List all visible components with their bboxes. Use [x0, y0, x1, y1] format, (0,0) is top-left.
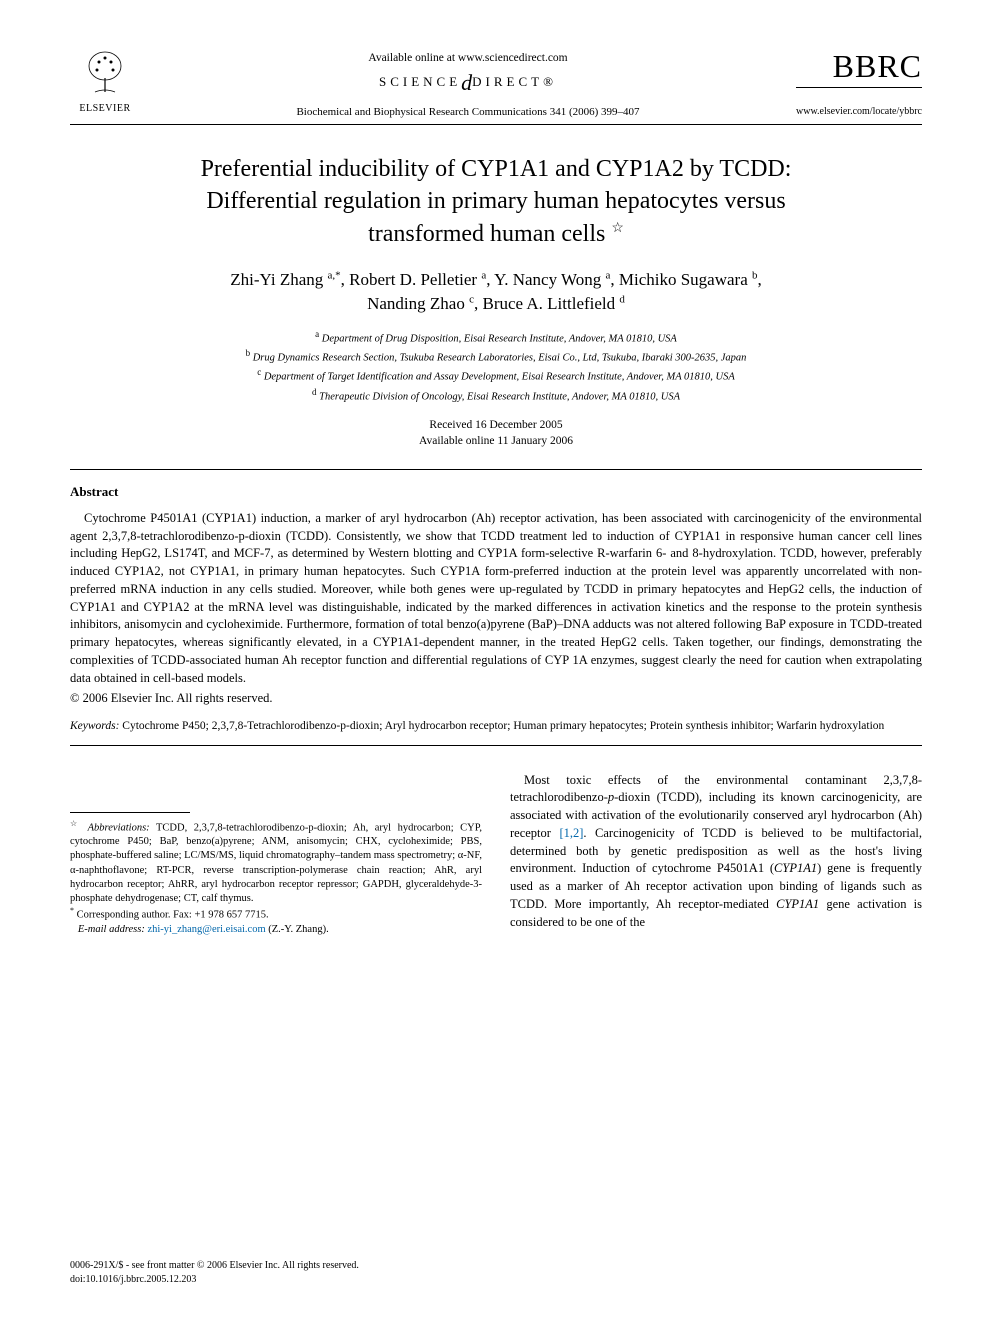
publisher-logo: ELSEVIER [70, 48, 140, 114]
affiliation: b Drug Dynamics Research Section, Tsukub… [70, 347, 922, 366]
email-link[interactable]: zhi-yi_zhang@eri.eisai.com [147, 924, 265, 935]
science-direct-logo: SCIENCEdDIRECT® [140, 70, 796, 96]
corresponding-author-footnote: * Corresponding author. Fax: +1 978 657 … [70, 906, 482, 923]
right-column: Most toxic effects of the environmental … [510, 772, 922, 937]
abstract-heading: Abstract [70, 484, 922, 500]
title-line3: transformed human cells [368, 221, 605, 247]
keywords-label: Keywords: [70, 720, 119, 732]
center-header: Available online at www.sciencedirect.co… [140, 48, 796, 118]
corr-text: Corresponding author. Fax: +1 978 657 77… [77, 910, 269, 921]
header-rule [70, 124, 922, 125]
footer-doi: doi:10.1016/j.bbrc.2005.12.203 [70, 1273, 359, 1287]
affiliation: c Department of Target Identification an… [70, 366, 922, 385]
email-footnote: E-mail address: zhi-yi_zhang@eri.eisai.c… [70, 923, 482, 937]
citation-line: Biochemical and Biophysical Research Com… [140, 106, 796, 118]
elsevier-tree-icon [70, 48, 140, 103]
ref-link[interactable]: [1,2] [559, 826, 583, 840]
abstract-bottom-rule [70, 745, 922, 746]
abstract-top-rule [70, 469, 922, 470]
author: Nanding Zhao c [367, 294, 474, 313]
author: Y. Nancy Wong a [494, 270, 610, 289]
article-title: Preferential inducibility of CYP1A1 and … [110, 153, 882, 250]
page-header: ELSEVIER Available online at www.science… [70, 48, 922, 118]
corr-asterisk-icon: * [70, 906, 74, 915]
affiliation: d Therapeutic Division of Oncology, Eisa… [70, 386, 922, 405]
author: Bruce A. Littlefield d [482, 294, 624, 313]
body-columns: ☆ Abbreviations: TCDD, 2,3,7,8-tetrachlo… [70, 772, 922, 937]
page-footer: 0006-291X/$ - see front matter © 2006 El… [70, 1259, 359, 1287]
author: Michiko Sugawara b [619, 270, 758, 289]
sd-left: SCIENCE [379, 74, 461, 89]
available-date: Available online 11 January 2006 [70, 433, 922, 449]
abbrev-text: TCDD, 2,3,7,8-tetrachlorodibenzo-p-dioxi… [70, 822, 482, 904]
received-date: Received 16 December 2005 [70, 417, 922, 433]
footnote-star-icon: ☆ [70, 819, 81, 828]
available-online-text: Available online at www.sciencedirect.co… [140, 52, 796, 64]
article-dates: Received 16 December 2005 Available onli… [70, 417, 922, 449]
title-line2: Differential regulation in primary human… [206, 188, 785, 214]
journal-logo-block: BBRC www.elsevier.com/locate/ybbrc [796, 48, 922, 117]
affiliation-list: a Department of Drug Disposition, Eisai … [70, 328, 922, 405]
affiliation: a Department of Drug Disposition, Eisai … [70, 328, 922, 347]
left-column: ☆ Abbreviations: TCDD, 2,3,7,8-tetrachlo… [70, 772, 482, 937]
journal-abbrev: BBRC [796, 48, 922, 88]
author: Zhi-Yi Zhang a,* [230, 270, 340, 289]
footer-line1: 0006-291X/$ - see front matter © 2006 El… [70, 1259, 359, 1273]
journal-url: www.elsevier.com/locate/ybbrc [796, 106, 922, 117]
author: Robert D. Pelletier a [349, 270, 486, 289]
title-star-icon: ☆ [611, 221, 624, 236]
author-list: Zhi-Yi Zhang a,*, Robert D. Pelletier a,… [70, 268, 922, 316]
title-line1: Preferential inducibility of CYP1A1 and … [201, 156, 792, 182]
abstract-copyright: © 2006 Elsevier Inc. All rights reserved… [70, 691, 922, 706]
email-suffix: (Z.-Y. Zhang). [268, 924, 328, 935]
abbrev-label: Abbreviations: [88, 822, 150, 833]
abstract-body: Cytochrome P4501A1 (CYP1A1) induction, a… [70, 510, 922, 688]
sd-right: DIRECT® [472, 74, 557, 89]
abbreviations-footnote: ☆ Abbreviations: TCDD, 2,3,7,8-tetrachlo… [70, 819, 482, 907]
keywords-text: Cytochrome P450; 2,3,7,8-Tetrachlorodibe… [122, 720, 884, 732]
email-label: E-mail address: [78, 924, 145, 935]
publisher-name: ELSEVIER [70, 103, 140, 114]
sd-at-icon: d [461, 70, 472, 95]
intro-paragraph: Most toxic effects of the environmental … [510, 772, 922, 932]
keywords: Keywords: Cytochrome P450; 2,3,7,8-Tetra… [70, 718, 922, 734]
footnote-rule [70, 812, 190, 813]
